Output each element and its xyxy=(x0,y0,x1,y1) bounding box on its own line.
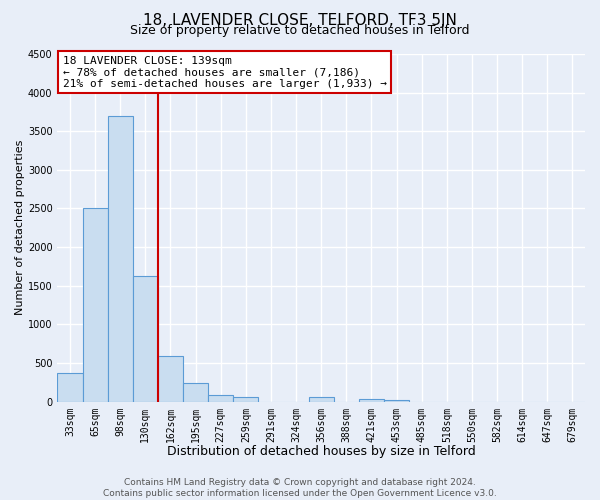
Bar xyxy=(208,394,233,402)
Bar xyxy=(384,400,409,402)
Text: Size of property relative to detached houses in Telford: Size of property relative to detached ho… xyxy=(130,24,470,37)
Bar xyxy=(359,400,384,402)
Bar xyxy=(233,398,259,402)
Bar xyxy=(83,208,107,402)
Bar xyxy=(58,372,83,402)
Y-axis label: Number of detached properties: Number of detached properties xyxy=(15,140,25,316)
Text: 18 LAVENDER CLOSE: 139sqm
← 78% of detached houses are smaller (7,186)
21% of se: 18 LAVENDER CLOSE: 139sqm ← 78% of detac… xyxy=(62,56,386,89)
X-axis label: Distribution of detached houses by size in Telford: Distribution of detached houses by size … xyxy=(167,444,476,458)
Bar xyxy=(107,116,133,402)
Text: 18, LAVENDER CLOSE, TELFORD, TF3 5JN: 18, LAVENDER CLOSE, TELFORD, TF3 5JN xyxy=(143,12,457,28)
Bar xyxy=(308,398,334,402)
Bar xyxy=(133,276,158,402)
Text: Contains HM Land Registry data © Crown copyright and database right 2024.
Contai: Contains HM Land Registry data © Crown c… xyxy=(103,478,497,498)
Bar xyxy=(158,356,183,402)
Bar xyxy=(183,383,208,402)
